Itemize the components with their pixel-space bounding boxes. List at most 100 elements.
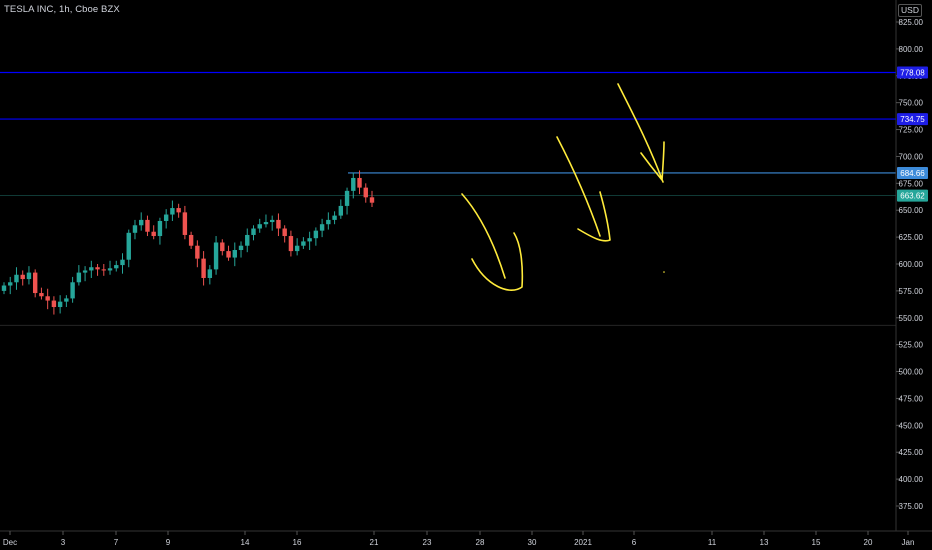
level-badge [897, 189, 928, 202]
freehand-arrow-drawings[interactable] [461, 83, 665, 292]
candle-body [101, 269, 106, 271]
candle-body [170, 208, 175, 215]
candle-body [195, 245, 200, 259]
candle-body [207, 269, 213, 278]
time-tick-label: 14 [241, 538, 250, 547]
price-tick-label: 750.00 [899, 99, 924, 108]
time-tick-label: 11 [708, 538, 717, 547]
price-tick-label: 625.00 [899, 233, 924, 242]
price-tick-label: 425.00 [899, 448, 924, 457]
price-tick-label: 675.00 [899, 179, 924, 188]
candle-body [157, 220, 163, 237]
candle-body [26, 272, 32, 280]
candle-body [357, 177, 362, 188]
time-tick-label: Dec [3, 538, 17, 547]
candle-body [276, 219, 281, 229]
candle-body [163, 214, 169, 221]
candle-body [282, 228, 287, 237]
time-tick-label: 15 [812, 538, 821, 547]
time-tick-label: Jan [902, 538, 915, 547]
price-tick-label: 375.00 [899, 502, 924, 511]
time-tick-label: 13 [760, 538, 769, 547]
candle-body [145, 219, 150, 232]
price-tick-label: 550.00 [899, 314, 924, 323]
candle-body [89, 267, 94, 271]
level-badge [897, 66, 928, 79]
candle-body [313, 230, 319, 239]
candle-body [132, 225, 138, 233]
candle-body [57, 301, 63, 308]
drawn-arrow-2[interactable] [556, 136, 611, 242]
time-tick-label: 9 [166, 538, 171, 547]
candle-body [307, 238, 312, 242]
candle-body [201, 258, 206, 278]
time-tick-label: 3 [61, 538, 66, 547]
candle-body [288, 236, 294, 252]
time-tick-label: 6 [632, 538, 637, 547]
price-tick-label: 575.00 [899, 287, 924, 296]
candle-body [182, 212, 188, 235]
candle-body [1, 285, 7, 291]
time-tick-label: 28 [476, 538, 485, 547]
currency-badge[interactable]: USD [898, 4, 922, 17]
candle-body [270, 219, 275, 223]
price-tick-label: 600.00 [899, 260, 924, 269]
price-tick-label: 400.00 [899, 475, 924, 484]
drawn-arrow-3[interactable] [617, 83, 665, 183]
candle-body [344, 190, 350, 206]
candle-body [257, 224, 262, 229]
time-tick-label: 7 [114, 538, 119, 547]
candle-body [20, 274, 25, 280]
candle-body [332, 215, 337, 220]
price-tick-label: 825.00 [899, 18, 924, 27]
candle-body [95, 267, 100, 270]
candle-body [51, 300, 57, 308]
candle-body [139, 219, 144, 226]
candle-body [126, 232, 131, 260]
price-tick-label: 800.00 [899, 45, 924, 54]
candle-body [338, 205, 344, 216]
candle-body [220, 242, 225, 252]
candle-body [107, 268, 113, 271]
candle-body [32, 272, 38, 294]
horizontal-level-lines [0, 71, 896, 326]
time-axis[interactable]: Dec 3 7 9 14 16 21 23 28 30 2021 6 11 13 15 20 Jan [3, 531, 915, 547]
candle-body [188, 234, 194, 246]
level-badge-label: 663.62 [900, 192, 925, 201]
candle-body [39, 293, 44, 297]
time-tick-label: 16 [293, 538, 302, 547]
candle-body [14, 274, 19, 283]
candle-body [319, 224, 325, 231]
candle-body [45, 296, 50, 301]
time-tick-label: 30 [528, 538, 537, 547]
candle-body [363, 187, 368, 198]
drawn-dot [663, 271, 665, 273]
candlestick-series [1, 170, 375, 315]
drawn-arrow-1[interactable] [461, 193, 524, 292]
level-badge [897, 166, 928, 179]
chart-title: TESLA INC, 1h, Cboe BZX [4, 4, 120, 15]
candle-body [8, 282, 13, 286]
price-tick-label: 500.00 [899, 368, 924, 377]
candle-body [245, 234, 250, 246]
price-tick-label: 650.00 [899, 206, 924, 215]
time-tick-label: 23 [423, 538, 432, 547]
level-badge-label: 734.75 [900, 115, 925, 124]
price-tick-label: 450.00 [899, 421, 924, 430]
candle-body [82, 270, 88, 273]
candle-body [64, 298, 69, 302]
candle-body [232, 250, 237, 258]
price-axis[interactable]: 375.00 400.00 425.00 450.00 475.00 500.00 525.… [896, 18, 924, 511]
candle-body [151, 231, 156, 237]
candle-body [238, 245, 244, 251]
candle-body [120, 259, 125, 266]
candle-body [369, 197, 375, 203]
candle-body [176, 208, 181, 213]
price-tick-label: 700.00 [899, 152, 924, 161]
level-badge [897, 113, 928, 126]
candle-body [226, 251, 231, 258]
candle-body [213, 242, 219, 270]
candle-body [76, 272, 82, 283]
candle-body [114, 265, 119, 269]
